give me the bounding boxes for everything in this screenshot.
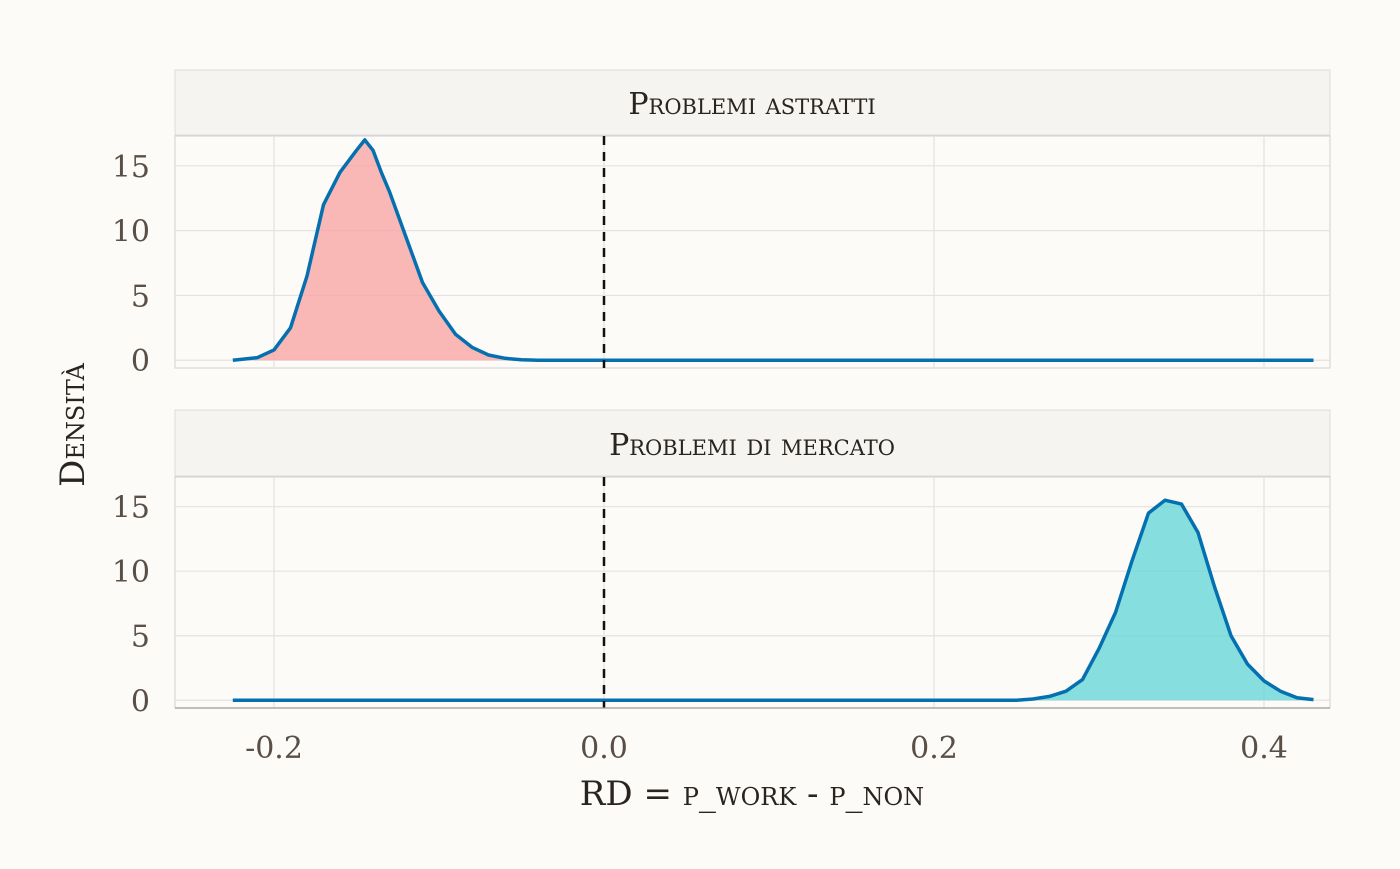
y-tick-label: 15	[112, 491, 150, 526]
y-tick-labels: 0 5 10 15	[112, 491, 150, 720]
x-tick-label: -0.2	[245, 731, 303, 766]
y-tick-label: 5	[131, 620, 150, 655]
y-tick-label: 0	[131, 684, 150, 719]
facet-problemi-di-mercato: Problemi di mercato 0 5 10 15	[112, 409, 1331, 720]
facet-title: Problemi di mercato	[609, 428, 895, 463]
y-tick-label: 10	[112, 555, 150, 590]
y-tick-label: 0	[131, 344, 150, 379]
y-axis-title: Densità	[53, 362, 93, 486]
density-line	[232, 498, 1314, 703]
density-line	[232, 138, 1314, 362]
density-area	[232, 500, 1314, 701]
y-tick-label: 5	[131, 279, 150, 314]
x-tick-label: 0.2	[910, 731, 958, 766]
facet-problemi-astratti: Problemi astratti 0 5 10 15	[112, 69, 1331, 379]
x-tick-label: 0.4	[1240, 731, 1288, 766]
y-tick-labels: 0 5 10 15	[112, 150, 150, 379]
density-area	[232, 139, 1314, 361]
x-tick-labels: -0.2 0.0 0.2 0.4	[245, 731, 1288, 766]
x-axis-title: RD = p_work - p_non	[580, 774, 924, 814]
facet-strip	[174, 409, 1331, 477]
x-tick-label: 0.0	[580, 731, 628, 766]
y-tick-label: 15	[112, 150, 150, 185]
y-tick-label: 10	[112, 215, 150, 250]
facet-title: Problemi astratti	[628, 87, 875, 122]
facet-strip	[174, 69, 1331, 136]
